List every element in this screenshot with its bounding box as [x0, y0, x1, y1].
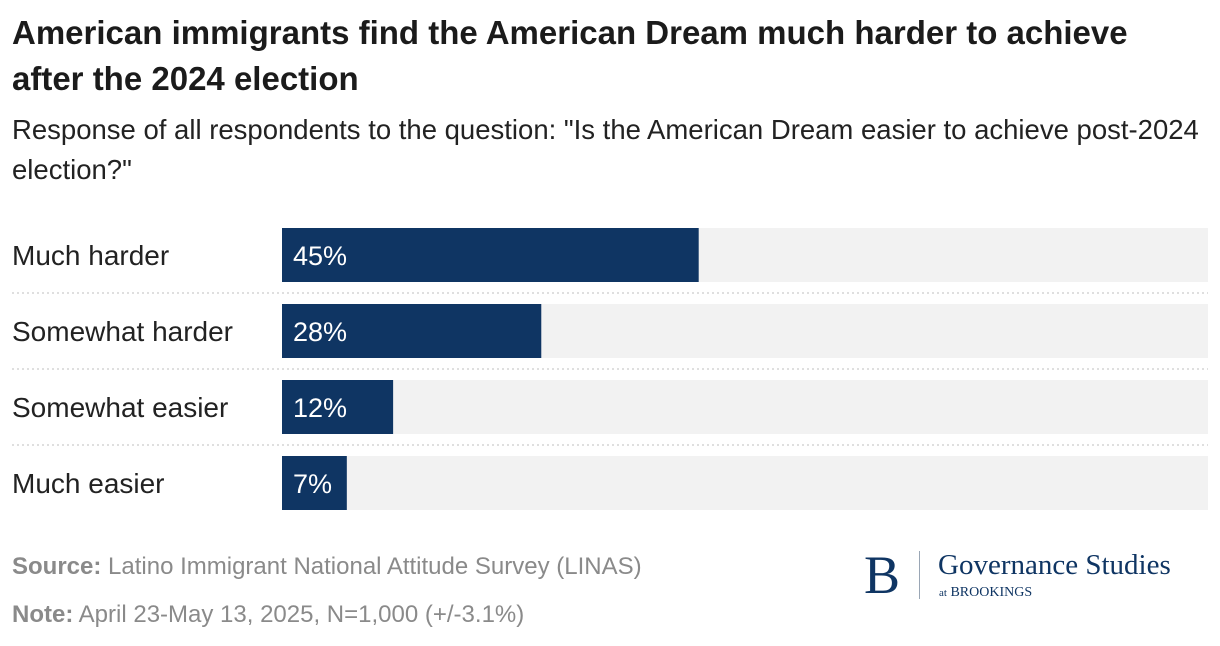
note-label: Note:	[12, 601, 74, 628]
logo-subline: at BROOKINGS	[939, 584, 1032, 602]
note-text: April 23-May 13, 2025, N=1,000 (+/-3.1%)	[73, 601, 525, 628]
source-text: Latino Immigrant National Attitude Surve…	[101, 553, 642, 580]
category-label-much-easier: Much easier	[12, 468, 165, 499]
value-label-much-easier: 7%	[293, 469, 332, 499]
logo-org: BROOKINGS	[950, 585, 1033, 600]
bar-much-easier	[282, 456, 347, 510]
bar-somewhat-easier	[282, 380, 394, 434]
logo-program-name: Governance Studies	[938, 549, 1171, 581]
category-label-somewhat-easier: Somewhat easier	[12, 392, 228, 423]
logo-at: at	[939, 587, 947, 599]
brookings-logo: B Governance Studies at BROOKINGS	[864, 545, 1214, 607]
chart-subtitle: Response of all respondents to the quest…	[12, 114, 1199, 185]
bar-much-harder	[282, 228, 699, 282]
chart-title: American immigrants find the American Dr…	[12, 14, 1128, 97]
value-label-much-harder: 45%	[293, 241, 347, 271]
value-label-somewhat-harder: 28%	[293, 317, 347, 347]
logo-divider	[919, 551, 920, 599]
category-label-somewhat-harder: Somewhat harder	[12, 316, 233, 347]
bar-track-much-easier	[282, 456, 1208, 510]
value-label-somewhat-easier: 12%	[293, 393, 347, 423]
source-line: Source: Latino Immigrant National Attitu…	[12, 553, 642, 581]
bar-track-somewhat-easier	[282, 380, 1208, 434]
note-line: Note: April 23-May 13, 2025, N=1,000 (+/…	[12, 601, 524, 629]
brookings-b-mark: B	[864, 545, 901, 605]
source-label: Source:	[12, 553, 102, 580]
category-label-much-harder: Much harder	[12, 240, 169, 271]
bar-somewhat-harder	[282, 304, 542, 358]
